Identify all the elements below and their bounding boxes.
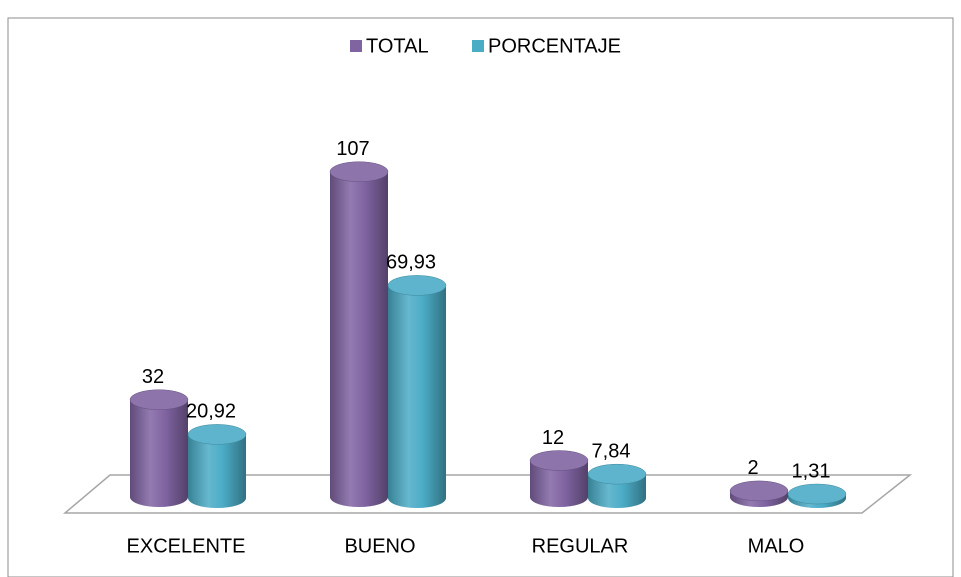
legend-label: TOTAL [366,35,429,57]
value-label: 107 [336,138,369,160]
bar-top [787,483,847,505]
bar-top [587,463,647,485]
bar-top [387,275,447,296]
bar [130,399,188,507]
bar-top [187,424,247,445]
bar [188,434,246,508]
value-label: 32 [142,366,164,388]
value-label: 12 [542,427,564,449]
bar [388,285,446,508]
value-label: 1,31 [792,460,831,482]
bar [330,171,388,507]
bar-top [329,161,389,182]
value-label: 69,93 [386,252,436,274]
bar-top [129,389,189,410]
bar-top [529,450,589,471]
floor [62,474,913,514]
legend-label: PORCENTAJE [488,35,621,57]
x-tick-label: MALO [748,535,805,557]
x-tick-label: BUENO [344,535,415,557]
value-label: 7,84 [592,440,631,462]
bar-top [729,480,789,502]
x-tick-label: EXCELENTE [127,535,246,557]
value-label: 2 [747,457,758,479]
x-tick-label: REGULAR [532,535,629,557]
legend-swatch [350,40,362,52]
value-label: 20,92 [186,401,236,423]
bar [530,460,588,507]
legend-swatch [472,40,484,52]
